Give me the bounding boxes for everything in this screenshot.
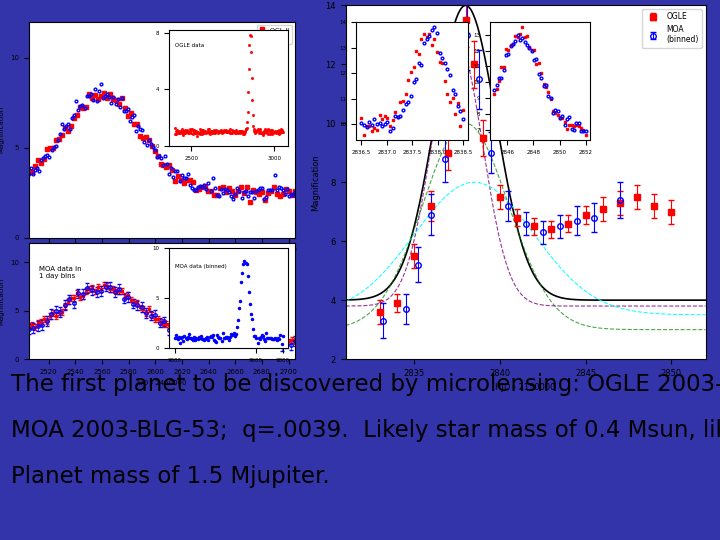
OGL II	[285, 188, 294, 194]
OGL II	[24, 169, 33, 176]
Text: MOA data in
1 day bins: MOA data in 1 day bins	[40, 266, 82, 279]
OGL II	[246, 199, 255, 205]
X-axis label: JUD - 2450000: JUD - 2450000	[137, 380, 187, 387]
MOA	[222, 186, 231, 193]
MOA	[202, 186, 211, 192]
MOA	[291, 189, 300, 195]
Y-axis label: Magnification: Magnification	[0, 106, 4, 153]
Text: MOA 2003-BLG-53;  q=.0039.  Likely star mass of 0.4 Msun, likely: MOA 2003-BLG-53; q=.0039. Likely star ma…	[11, 420, 720, 442]
OGL II	[99, 90, 108, 97]
OGL II	[291, 187, 300, 194]
Text: OGLE data: OGLE data	[175, 43, 204, 48]
X-axis label: HJD - 2150000: HJD - 2150000	[495, 383, 556, 393]
MOA	[140, 139, 149, 145]
OGL II	[252, 189, 261, 195]
MOA	[99, 95, 107, 102]
Y-axis label: Magnification: Magnification	[311, 154, 320, 211]
MOA	[229, 195, 238, 202]
OGL II	[213, 192, 222, 199]
Text: Planet mass of 1.5 Mjupiter.: Planet mass of 1.5 Mjupiter.	[11, 465, 330, 488]
Y-axis label: Magnification: Magnification	[0, 278, 4, 325]
MOA	[24, 171, 33, 177]
Legend: OGLE, MOA
(binned): OGLE, MOA (binned)	[642, 9, 702, 48]
OGL II	[60, 125, 69, 131]
Text: The first planet to be discovered by microlensing: OGLE 2003-BLG-233/: The first planet to be discovered by mic…	[11, 374, 720, 396]
Text: MOA data (binned): MOA data (binned)	[175, 265, 227, 269]
MOA	[165, 171, 174, 177]
MOA	[237, 195, 246, 201]
Line: MOA: MOA	[27, 83, 297, 200]
Legend: OGL II, MOA: OGL II, MOA	[257, 25, 292, 44]
OGL II	[108, 96, 117, 103]
MOA	[96, 80, 105, 87]
Line: OGL II: OGL II	[27, 92, 297, 204]
OGL II	[258, 189, 266, 195]
